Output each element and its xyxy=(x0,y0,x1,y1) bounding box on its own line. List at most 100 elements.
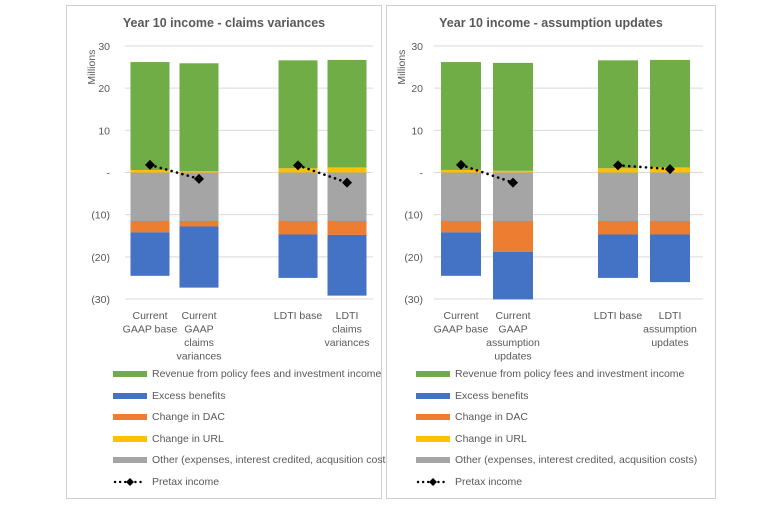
bar-segment-excess xyxy=(327,234,367,296)
legend-swatch xyxy=(113,435,147,442)
legend-label: Change in DAC xyxy=(152,411,225,423)
x-category-label: Current xyxy=(495,310,530,322)
y-tick-label: - xyxy=(420,168,424,180)
y-tick-label: 30 xyxy=(98,41,110,53)
bar-segment-excess xyxy=(179,226,219,288)
bar-segment-change xyxy=(493,170,533,173)
pretax-income-marker xyxy=(613,160,623,171)
legend-label: Pretax income xyxy=(152,475,220,488)
bar-segment-excess xyxy=(598,234,638,278)
bar-segment-revenue xyxy=(130,62,170,170)
pretax-income-marker xyxy=(342,177,352,188)
bar-segment-change xyxy=(130,220,170,233)
x-category-label: LDTI base xyxy=(274,310,323,322)
legend-item: Excess benefits xyxy=(416,390,529,402)
x-category-label: GAAP base xyxy=(434,324,489,336)
legend-label: Excess benefits xyxy=(152,389,226,402)
bar-segment-revenue xyxy=(650,59,690,168)
chart-title: Year 10 income - assumption updates xyxy=(439,16,663,30)
legend-item: Other (expenses, interest credited, acqu… xyxy=(416,454,697,466)
chart-title: Year 10 income - claims variances xyxy=(122,16,326,30)
legend-item: Change in URL xyxy=(113,433,224,445)
y-axis-title: Millions xyxy=(396,50,408,85)
bar-segment-change xyxy=(441,169,481,173)
legend-item: Revenue from policy fees and investment … xyxy=(113,368,381,380)
x-category-label: claims xyxy=(332,324,362,336)
y-tick-label: (10) xyxy=(404,210,423,222)
x-category-label: updates xyxy=(651,337,688,349)
y-tick-label: (30) xyxy=(91,294,110,306)
bar-segment-excess xyxy=(130,232,170,276)
y-tick-label: 30 xyxy=(411,41,423,53)
bar-segment-change xyxy=(278,168,318,173)
x-category-label: variances xyxy=(177,351,222,363)
bar-segment-revenue xyxy=(327,59,367,168)
y-tick-label: 10 xyxy=(411,125,423,137)
x-category-label: LDTI xyxy=(659,310,682,322)
bar-segment-change xyxy=(278,220,318,235)
bar-segment-revenue xyxy=(598,60,638,169)
plot-area: 30 20 10 - (10) (20) (30) Millions Current GAAP b… xyxy=(396,41,703,363)
x-category-label: GAAP xyxy=(184,324,213,336)
bar-segment-revenue xyxy=(493,62,533,171)
y-tick-label: 10 xyxy=(98,125,110,137)
legend-item: Change in URL xyxy=(416,433,527,445)
bar-segment-excess xyxy=(278,234,318,278)
bar-segment-change xyxy=(179,220,219,227)
legend-swatch xyxy=(113,392,147,399)
bar-segment-excess xyxy=(650,234,690,283)
bar-segment-change xyxy=(598,168,638,173)
y-tick-label: 20 xyxy=(411,83,423,95)
x-category-label: GAAP base xyxy=(123,324,178,336)
pretax-income-line xyxy=(459,163,515,184)
x-category-label: GAAP xyxy=(498,324,527,336)
legend-label: Other (expenses, interest credited, acqu… xyxy=(455,454,698,466)
pretax-income-marker xyxy=(665,164,675,175)
legend-line-marker-icon xyxy=(113,477,147,486)
legend-item: Pretax income xyxy=(416,476,522,488)
legend-item: Revenue from policy fees and investment … xyxy=(416,368,684,380)
legend-swatch xyxy=(416,457,450,463)
legend-swatch xyxy=(416,392,450,399)
bar-segment-change xyxy=(493,220,533,252)
y-tick-label: (20) xyxy=(404,252,423,264)
legend-item: Change in DAC xyxy=(416,411,528,423)
y-tick-label: (30) xyxy=(404,294,423,306)
pretax-income-marker xyxy=(456,159,466,170)
bar-segment-excess xyxy=(441,232,481,276)
y-tick-label: 20 xyxy=(98,83,110,95)
legend-label: Change in URL xyxy=(152,432,224,445)
legend-label: Excess benefits xyxy=(455,389,529,402)
bar-segment-excess xyxy=(493,251,533,300)
legend-label: Revenue from policy fees and investment … xyxy=(455,368,685,380)
pretax-income-marker xyxy=(508,177,518,188)
y-axis-title: Millions xyxy=(86,50,98,85)
bar-segment-other xyxy=(278,172,318,221)
bar-segment-revenue xyxy=(179,63,219,172)
y-tick-label: - xyxy=(107,168,111,180)
legend-swatch xyxy=(113,371,147,377)
bar-segment-other xyxy=(441,172,481,221)
bar-segment-change xyxy=(598,220,638,235)
legend-label: Change in URL xyxy=(455,432,527,445)
legend-item: Pretax income xyxy=(113,476,219,488)
bar-segment-change xyxy=(179,171,219,173)
legend-line-marker-icon xyxy=(416,477,450,486)
legend-swatch xyxy=(416,371,450,377)
chart-panel-assumption-updates: Year 10 income - assumption updates 30 20… xyxy=(386,5,716,499)
bar-segment-change xyxy=(327,220,367,235)
y-tick-label: (10) xyxy=(91,210,110,222)
pretax-income-marker xyxy=(145,159,155,170)
x-category-label: Current xyxy=(443,310,478,322)
x-category-label: LDTI base xyxy=(594,310,643,322)
bar-segment-revenue xyxy=(441,62,481,170)
pretax-income-marker xyxy=(194,173,204,184)
x-category-label: Current xyxy=(181,310,216,322)
bar-segment-change xyxy=(441,220,481,233)
legend-swatch xyxy=(416,414,450,420)
bar-segment-change xyxy=(327,167,367,173)
legend-label: Other (expenses, interest credited, acqu… xyxy=(152,454,395,466)
pretax-income-marker xyxy=(293,160,303,171)
legend-diamond-marker xyxy=(429,477,437,486)
x-category-label: Current xyxy=(132,310,167,322)
